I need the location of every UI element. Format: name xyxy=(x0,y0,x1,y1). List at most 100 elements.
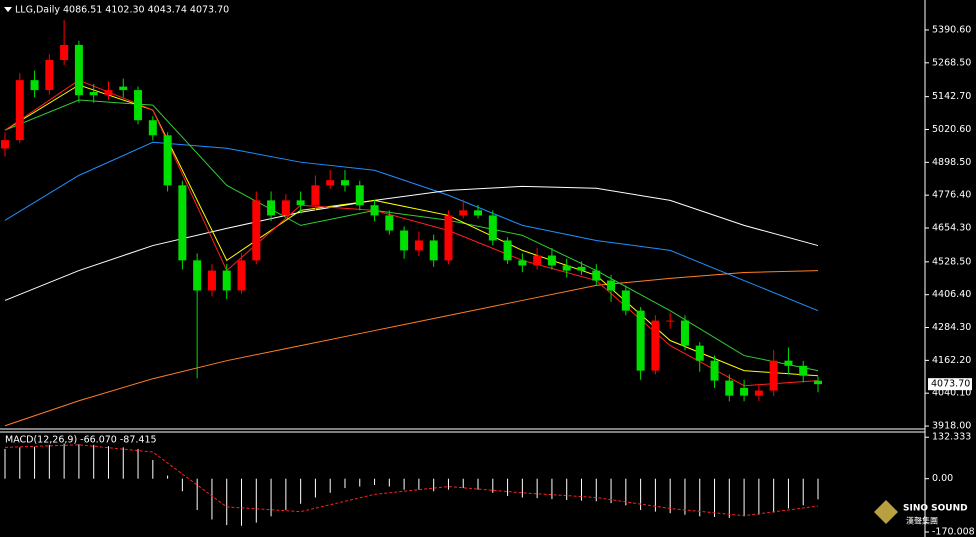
histogram-bar xyxy=(566,478,568,501)
candle-body xyxy=(784,360,793,366)
histogram-bar xyxy=(314,478,316,498)
candle-body xyxy=(311,185,320,206)
candle-body xyxy=(769,360,778,391)
histogram-bar xyxy=(93,444,95,479)
candle-body xyxy=(814,380,822,385)
y-tick-label: -170.008 xyxy=(932,526,975,537)
histogram-bar xyxy=(78,444,80,479)
moving-average xyxy=(4,185,819,301)
candle-body xyxy=(488,215,497,241)
candle-body xyxy=(474,210,483,216)
candle-body xyxy=(518,260,527,266)
histogram-bar xyxy=(595,478,597,502)
macd-title: MACD(12,26,9) -66.070 -87.415 xyxy=(5,435,157,446)
histogram-bar xyxy=(181,478,183,492)
candle-body xyxy=(385,215,394,231)
histogram-bar xyxy=(669,478,671,514)
candle-body xyxy=(104,90,113,96)
candle-body xyxy=(30,80,39,91)
candle-body xyxy=(562,265,571,271)
histogram-bar xyxy=(462,478,464,489)
candle-body xyxy=(163,135,172,186)
histogram-bar xyxy=(4,448,6,479)
candle-body xyxy=(178,185,187,261)
histogram-bar xyxy=(728,478,730,518)
candle-body xyxy=(296,200,305,206)
y-tick-label: 4654.30 xyxy=(932,223,971,234)
histogram-bar xyxy=(241,478,243,526)
candle-body xyxy=(459,210,468,216)
y-tick-label: 4528.50 xyxy=(932,256,971,267)
y-tick-label: 4284.30 xyxy=(932,322,971,333)
histogram-bar xyxy=(329,478,331,493)
histogram-bar xyxy=(743,478,745,517)
histogram-bar xyxy=(34,446,36,479)
histogram-bar xyxy=(19,447,21,479)
chart-title: LLG,Daily xyxy=(15,5,60,16)
histogram-bar xyxy=(211,478,213,520)
y-tick-label: 4406.40 xyxy=(932,289,971,300)
moving-average xyxy=(4,270,819,427)
menu-arrow xyxy=(4,7,12,12)
candle-body xyxy=(134,90,143,121)
y-tick-label: 5142.70 xyxy=(932,91,971,102)
candle-body xyxy=(222,270,231,291)
y-tick-label: 4898.50 xyxy=(932,157,971,168)
candle-body xyxy=(15,80,24,141)
candle-body xyxy=(340,180,349,186)
histogram-bar xyxy=(418,478,420,490)
current-price-box xyxy=(928,378,972,391)
candle-body xyxy=(281,200,290,216)
candle-body xyxy=(60,44,69,60)
candle-body xyxy=(429,240,438,261)
histogram-bar xyxy=(285,478,287,511)
histogram-bar xyxy=(107,446,109,479)
candle-body xyxy=(680,320,689,346)
histogram-bar xyxy=(536,478,538,499)
histogram-bar xyxy=(374,478,376,485)
histogram-bar xyxy=(152,459,154,479)
candle-body xyxy=(193,260,202,291)
histogram-bar xyxy=(403,478,405,490)
candle-body xyxy=(444,215,453,261)
candle-body xyxy=(754,390,763,396)
candle-body xyxy=(370,205,379,216)
y-tick-label: 0.00 xyxy=(932,473,953,484)
histogram-bar xyxy=(255,478,257,523)
histogram-bar xyxy=(684,478,686,515)
histogram-bar xyxy=(802,478,804,506)
logo-name: SINO SOUND xyxy=(903,504,968,514)
candle-body xyxy=(651,320,660,371)
y-tick-label: 4040.10 xyxy=(932,388,971,399)
y-tick-label: 5268.50 xyxy=(932,57,971,68)
histogram-bar xyxy=(507,478,509,496)
candle-body xyxy=(355,185,364,206)
histogram-bar xyxy=(817,478,819,500)
y-tick-label: 4776.40 xyxy=(932,190,971,201)
candle-body xyxy=(326,180,335,186)
histogram-bar xyxy=(270,478,272,517)
candle-body xyxy=(1,140,9,149)
y-tick-label: 5020.60 xyxy=(932,124,971,135)
histogram-bar xyxy=(773,478,775,513)
histogram-bar xyxy=(447,478,449,490)
y-tick-label: 4162.20 xyxy=(932,355,971,366)
histogram-bar xyxy=(699,478,701,517)
y-tick-label: 5390.60 xyxy=(932,24,971,35)
y-tick-label: 3918.00 xyxy=(932,421,971,432)
candle-body xyxy=(503,240,512,261)
candle-body xyxy=(636,310,645,371)
histogram-bar xyxy=(492,478,494,493)
watermark: SINO SOUND 漢聲集團 xyxy=(874,500,968,526)
candle-body xyxy=(74,44,83,96)
histogram-bar xyxy=(167,475,169,479)
candle-body xyxy=(607,280,616,291)
candle-body xyxy=(740,387,749,396)
histogram-bar xyxy=(196,478,198,511)
moving-average xyxy=(4,141,819,312)
candle-body xyxy=(533,255,542,266)
histogram-bar xyxy=(433,478,435,492)
histogram-bar xyxy=(122,447,124,479)
candle-body xyxy=(666,320,675,322)
candle-body xyxy=(577,266,586,271)
